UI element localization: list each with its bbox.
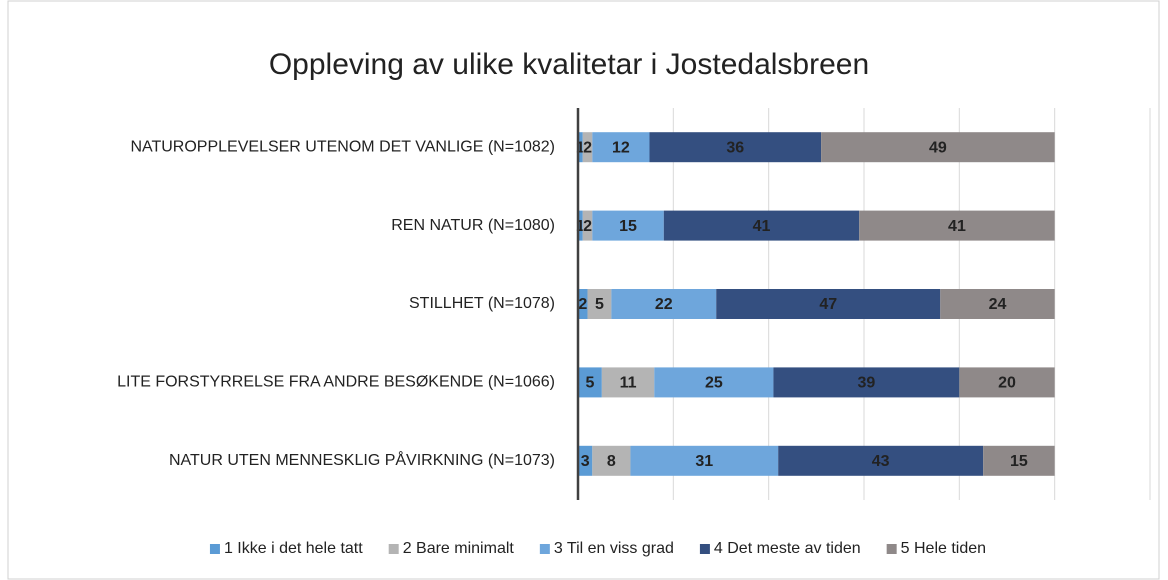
data-label: 31 bbox=[695, 453, 713, 470]
bar-segment bbox=[601, 367, 655, 398]
bar-segment bbox=[611, 289, 717, 319]
data-label: 5 bbox=[595, 296, 604, 313]
bar-segment bbox=[773, 367, 960, 398]
data-label: 2 bbox=[578, 296, 587, 313]
data-label: 15 bbox=[619, 218, 637, 235]
data-label: 41 bbox=[948, 218, 966, 235]
data-label: 41 bbox=[753, 218, 771, 235]
y-tick-label: LITE FORSTYRRELSE FRA ANDRE BESØKENDE (N… bbox=[117, 374, 555, 391]
y-tick-label: NATUROPPLEVELSER UTENOM DET VANLIGE (N=1… bbox=[130, 138, 555, 155]
bar-segment bbox=[592, 210, 664, 241]
bar-segment bbox=[582, 210, 593, 241]
legend-label: 1 Ikke i det hele tatt bbox=[224, 540, 363, 557]
data-label: 5 bbox=[585, 375, 594, 392]
legend-swatch bbox=[886, 544, 897, 554]
bar-segment bbox=[654, 367, 774, 398]
bar-segment bbox=[578, 132, 583, 163]
bar-segment bbox=[592, 445, 631, 476]
data-label: 20 bbox=[998, 375, 1016, 392]
data-label: 11 bbox=[620, 375, 637, 392]
data-label: 49 bbox=[929, 139, 947, 156]
legend-label: 2 Bare minimalt bbox=[403, 540, 515, 557]
bar-segment bbox=[778, 445, 984, 476]
bar-segment bbox=[578, 367, 602, 398]
data-label: 22 bbox=[655, 296, 673, 313]
bar-segment bbox=[859, 210, 1055, 241]
data-label: 43 bbox=[872, 453, 890, 470]
bar-segment bbox=[983, 445, 1055, 476]
legend-swatch bbox=[699, 544, 710, 554]
bar-segment bbox=[663, 210, 860, 241]
legend-swatch bbox=[388, 544, 399, 554]
bar-segment bbox=[582, 132, 593, 163]
data-label: 2 bbox=[583, 218, 592, 235]
legend-label: 5 Hele tiden bbox=[901, 540, 986, 557]
bar-segment bbox=[716, 289, 941, 319]
chart-title: Oppleving av ulike kvalitetar i Jostedal… bbox=[269, 48, 869, 81]
bar-segment bbox=[578, 445, 593, 476]
legend-label: 3 Til en viss grad bbox=[554, 540, 674, 557]
legend-swatch bbox=[539, 544, 550, 554]
y-tick-label: STILLHET (N=1078) bbox=[409, 295, 555, 312]
data-label: 1 bbox=[576, 218, 585, 235]
y-tick-label: NATUR UTEN MENNESKLIG PÅVIRKNING (N=1073… bbox=[169, 450, 555, 469]
bar-segment bbox=[821, 132, 1055, 163]
bar-segment bbox=[649, 132, 822, 163]
bar-segment bbox=[959, 367, 1055, 398]
data-label: 36 bbox=[726, 139, 744, 156]
data-label: 47 bbox=[819, 296, 837, 313]
y-tick-label: REN NATUR (N=1080) bbox=[391, 217, 555, 234]
data-label: 12 bbox=[612, 139, 630, 156]
bar-segment bbox=[578, 289, 588, 319]
data-label: 2 bbox=[583, 139, 592, 156]
data-label: 25 bbox=[705, 375, 723, 392]
bar-segment bbox=[587, 289, 612, 319]
bar-segment bbox=[578, 210, 583, 241]
bar-segment bbox=[592, 132, 650, 163]
legend-swatch bbox=[209, 544, 220, 554]
legend-label: 4 Det meste av tiden bbox=[714, 540, 861, 557]
data-label: 24 bbox=[989, 296, 1007, 313]
bar-segment bbox=[630, 445, 779, 476]
data-label: 3 bbox=[581, 453, 590, 470]
data-label: 8 bbox=[607, 453, 616, 470]
bar-segment bbox=[940, 289, 1055, 319]
data-label: 1 bbox=[576, 139, 585, 156]
data-label: 39 bbox=[857, 375, 875, 392]
data-label: 15 bbox=[1010, 453, 1028, 470]
